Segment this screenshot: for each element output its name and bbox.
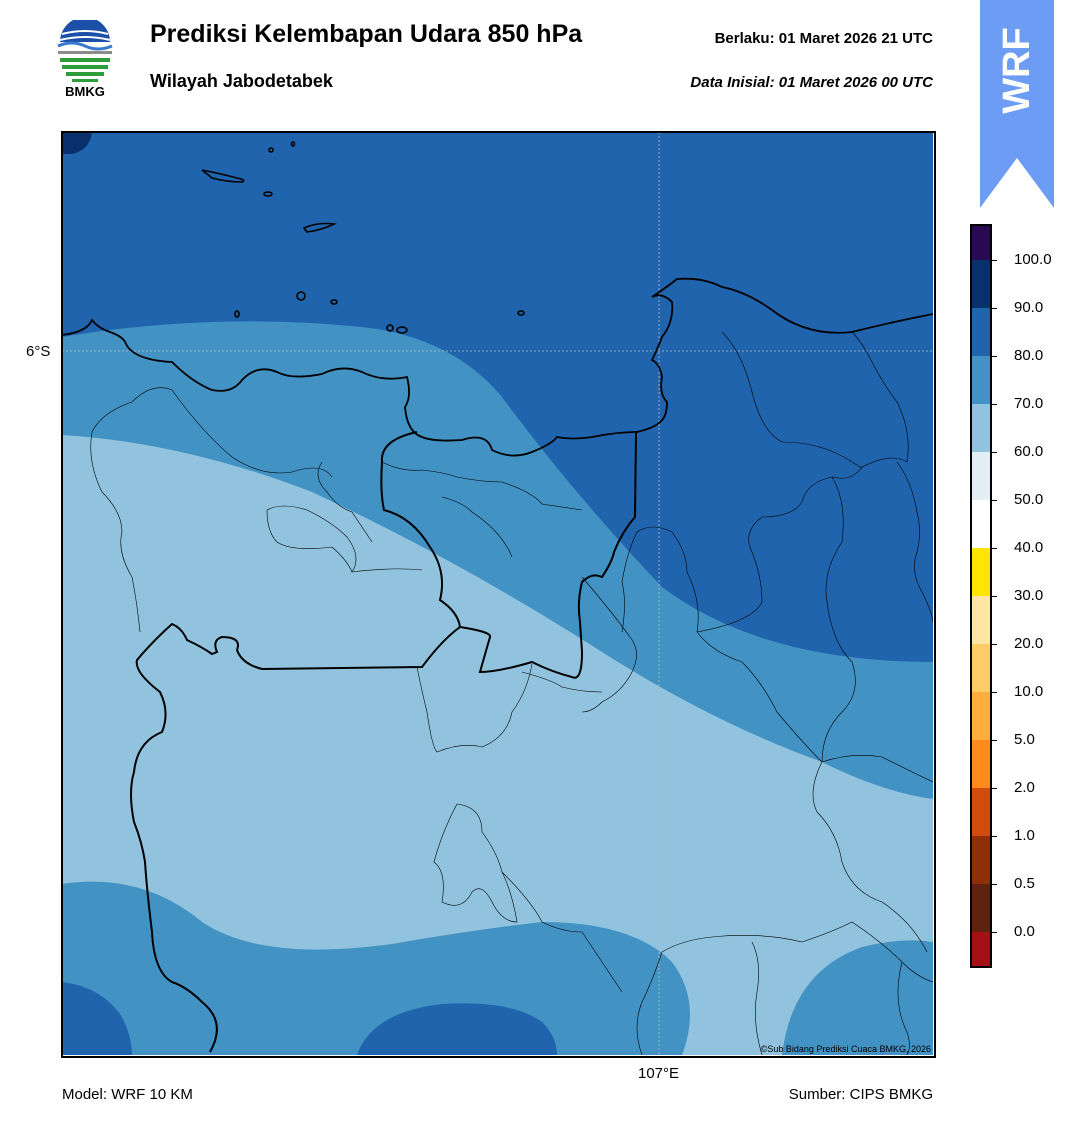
wrf-badge-label: WRF bbox=[980, 0, 1054, 140]
colorbar-tick-label: 50.0 bbox=[1014, 491, 1044, 508]
colorbar-segment bbox=[972, 884, 990, 932]
wrf-badge-text: WRF bbox=[995, 26, 1038, 114]
valid-time: Berlaku: 01 Maret 2026 21 UTC bbox=[714, 30, 933, 47]
wrf-badge bbox=[980, 0, 1054, 208]
colorbar-tick bbox=[990, 260, 997, 261]
colorbar-tick-label: 10.0 bbox=[1014, 683, 1044, 700]
colorbar-tick-label: 30.0 bbox=[1014, 587, 1044, 604]
colorbar-segment bbox=[972, 836, 990, 884]
bmkg-logo bbox=[57, 20, 113, 82]
colorbar-tick bbox=[990, 500, 997, 501]
colorbar-tick-label: 80.0 bbox=[1014, 347, 1044, 364]
colorbar-tick bbox=[990, 740, 997, 741]
latitude-label: 6°S bbox=[26, 343, 51, 360]
model-label: Model: WRF 10 KM bbox=[62, 1086, 193, 1103]
colorbar-tick-label: 70.0 bbox=[1014, 395, 1044, 412]
colorbar-tick-label: 0.0 bbox=[1014, 923, 1035, 940]
colorbar-tick bbox=[990, 836, 997, 837]
colorbar-segment bbox=[972, 226, 990, 260]
colorbar-segment bbox=[972, 260, 990, 308]
colorbar-tick bbox=[990, 356, 997, 357]
colorbar-tick-label: 40.0 bbox=[1014, 539, 1044, 556]
colorbar-tick-label: 0.5 bbox=[1014, 875, 1035, 892]
colorbar-tick bbox=[990, 788, 997, 789]
colorbar-tick bbox=[990, 644, 997, 645]
colorbar-tick bbox=[990, 692, 997, 693]
colorbar-tick-label: 100.0 bbox=[1014, 251, 1052, 268]
colorbar-tick bbox=[990, 308, 997, 309]
colorbar-segment bbox=[972, 596, 990, 644]
colorbar-segment bbox=[972, 452, 990, 500]
colorbar-segment bbox=[972, 644, 990, 692]
colorbar-tick bbox=[990, 932, 997, 933]
colorbar-tick-label: 2.0 bbox=[1014, 779, 1035, 796]
colorbar-segment bbox=[972, 932, 990, 966]
colorbar-segment bbox=[972, 308, 990, 356]
longitude-label: 107°E bbox=[638, 1065, 680, 1082]
colorbar-segment bbox=[972, 356, 990, 404]
colorbar-tick bbox=[990, 596, 997, 597]
colorbar-tick bbox=[990, 548, 997, 549]
colorbar bbox=[970, 224, 992, 968]
colorbar-tick-label: 90.0 bbox=[1014, 299, 1044, 316]
initial-time: Data Inisial: 01 Maret 2026 00 UTC bbox=[690, 74, 933, 91]
colorbar-tick-label: 1.0 bbox=[1014, 827, 1035, 844]
colorbar-segment bbox=[972, 692, 990, 740]
colorbar-segment bbox=[972, 788, 990, 836]
map-credit: ©Sub Bidang Prediksi Cuaca BMKG, 2026 bbox=[761, 1044, 931, 1054]
page-title: Prediksi Kelembapan Udara 850 hPa bbox=[150, 20, 583, 48]
colorbar-segment bbox=[972, 404, 990, 452]
colorbar-tick-label: 5.0 bbox=[1014, 731, 1035, 748]
colorbar-segment bbox=[972, 548, 990, 596]
humidity-map: ©Sub Bidang Prediksi Cuaca BMKG, 2026 bbox=[62, 132, 933, 1055]
colorbar-tick bbox=[990, 452, 997, 453]
region-subtitle: Wilayah Jabodetabek bbox=[150, 71, 333, 91]
colorbar-segment bbox=[972, 740, 990, 788]
logo-text: BMKG bbox=[65, 84, 105, 99]
colorbar-tick-label: 20.0 bbox=[1014, 635, 1044, 652]
colorbar-segment bbox=[972, 500, 990, 548]
colorbar-tick-label: 60.0 bbox=[1014, 443, 1044, 460]
colorbar-tick bbox=[990, 404, 997, 405]
colorbar-tick bbox=[990, 884, 997, 885]
source-label: Sumber: CIPS BMKG bbox=[788, 1086, 933, 1103]
